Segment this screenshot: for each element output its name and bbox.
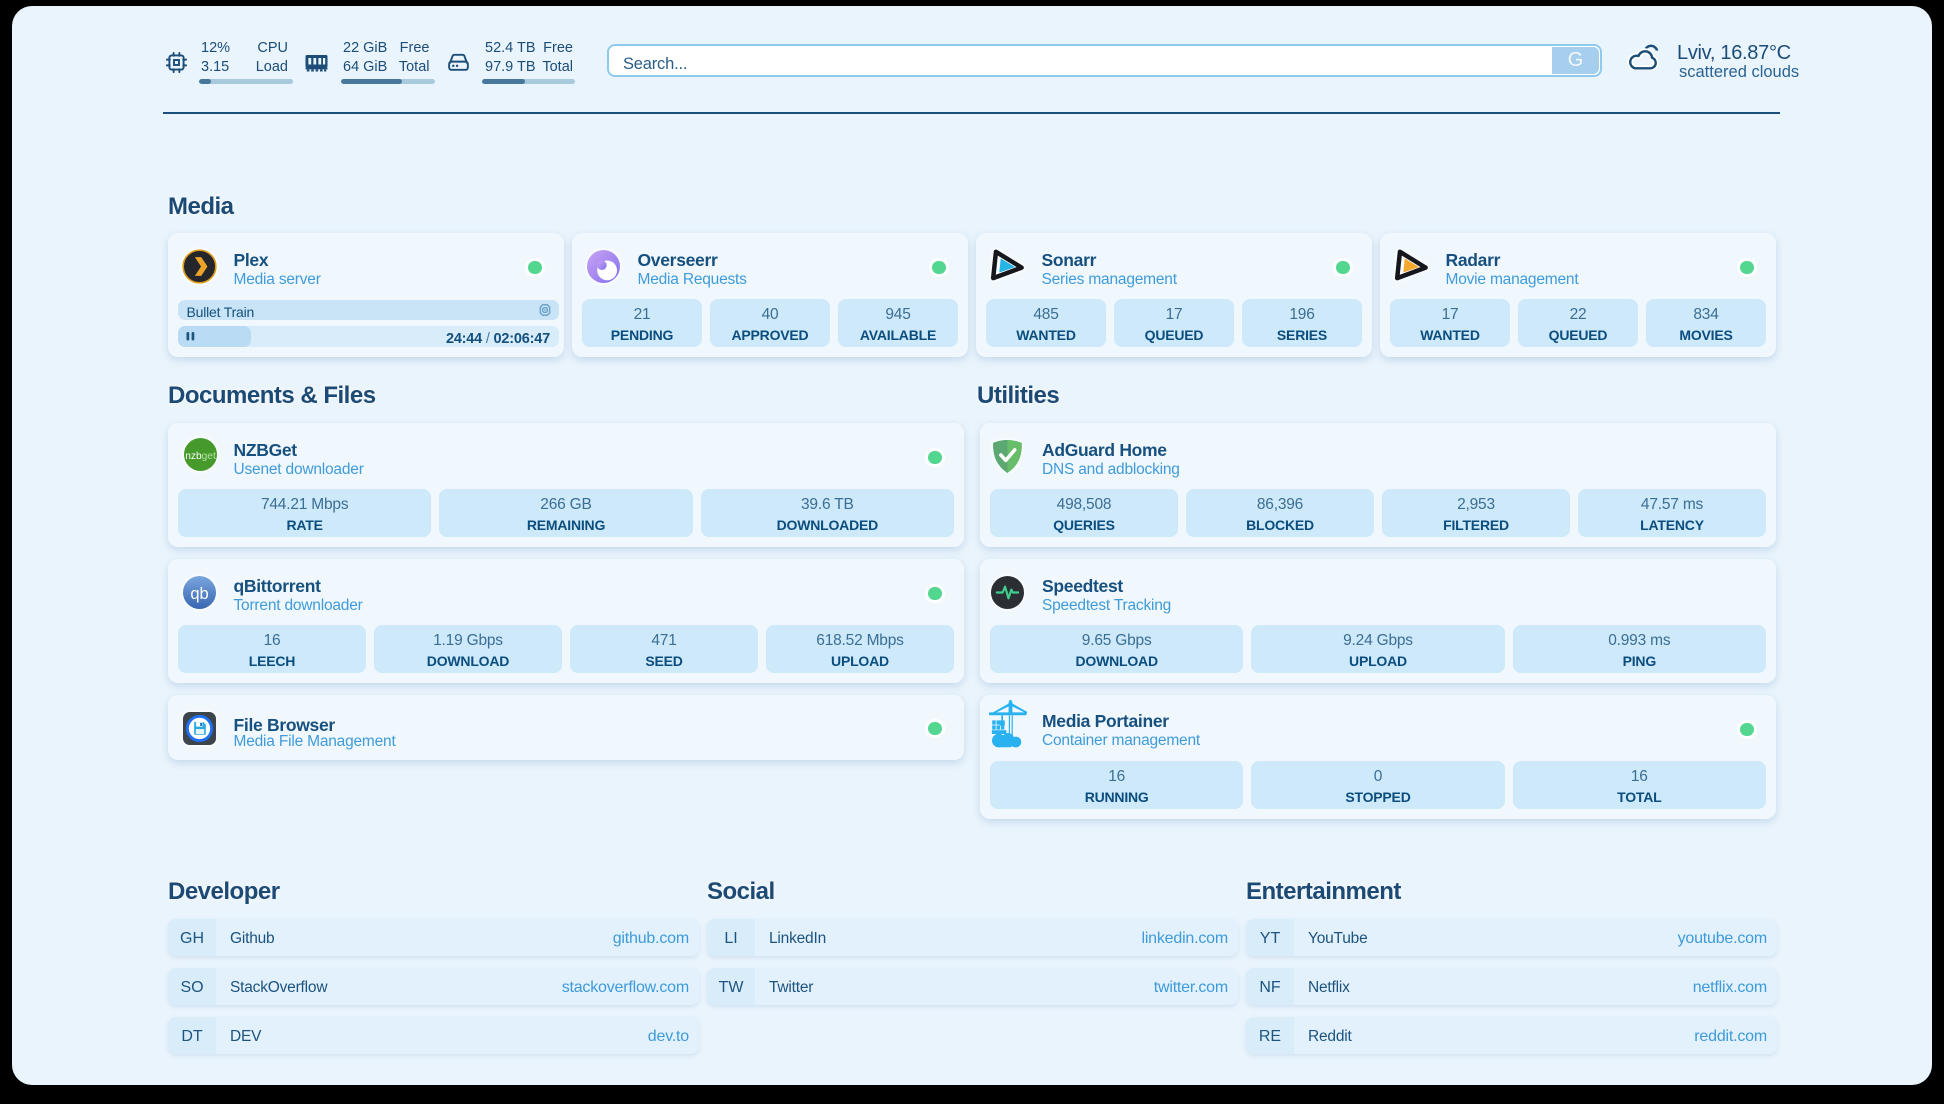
svg-text:nzbget: nzbget (185, 451, 216, 462)
svg-text:qb: qb (190, 584, 208, 603)
